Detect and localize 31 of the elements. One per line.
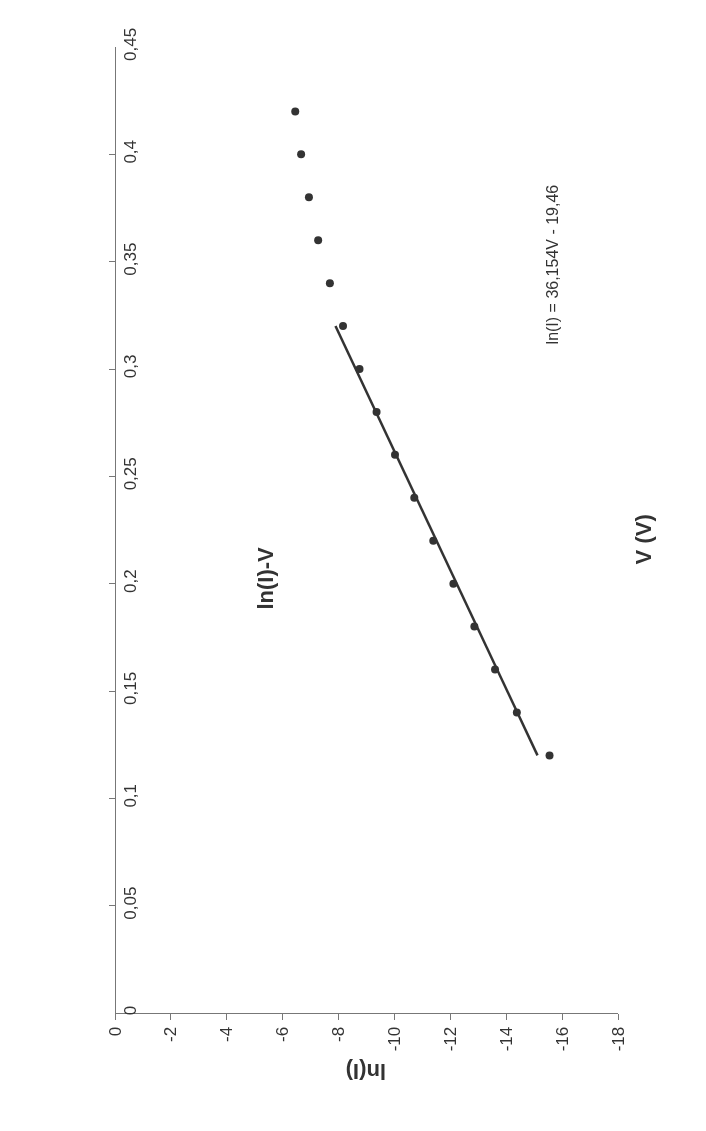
point: [325, 279, 334, 288]
x-tick-label: -6: [273, 1026, 293, 1042]
point: [314, 236, 323, 245]
y-tick-label: 0,4: [121, 139, 141, 164]
y-tick-label: 0,35: [121, 242, 141, 276]
x-tick-label: -12: [440, 1026, 460, 1052]
x-tick-label: -8: [329, 1026, 349, 1042]
y-tick-label: 0,25: [121, 457, 141, 491]
point: [297, 150, 306, 159]
y-tick-label: 0,45: [121, 27, 141, 61]
point: [291, 107, 300, 116]
y-axis-title: V (V): [631, 514, 657, 565]
y-tick-label: 0: [121, 1005, 141, 1016]
point: [545, 751, 554, 760]
x-tick-label: -10: [384, 1026, 404, 1052]
point: [339, 322, 348, 331]
y-tick-label: 0,3: [121, 354, 141, 379]
x-tick-label: -16: [552, 1026, 572, 1052]
x-tick-label: -4: [217, 1026, 237, 1042]
annotation: ln(I) = 36,154V - 19,46: [543, 184, 561, 345]
y-tick-label: 0,15: [121, 671, 141, 705]
point: [304, 193, 313, 202]
text: ln(I)-V: [253, 546, 279, 610]
x-tick-label: -18: [608, 1026, 628, 1052]
y-tick-label: 0,05: [121, 886, 141, 920]
y-tick-label: 0,1: [121, 783, 141, 808]
x-tick-label: -14: [496, 1026, 516, 1052]
y-tick-label: 0,2: [121, 569, 141, 593]
x-tick-label: 0: [105, 1026, 125, 1037]
x-axis-title: ln(I): [345, 1058, 386, 1084]
x-tick-label: -2: [161, 1026, 181, 1042]
